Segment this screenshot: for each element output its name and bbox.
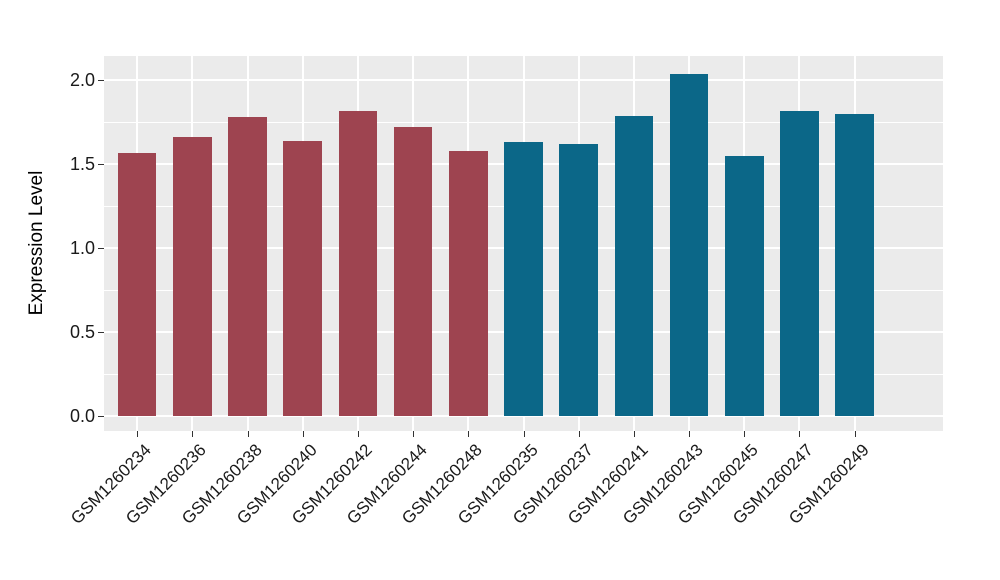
y-axis-tick	[98, 416, 104, 418]
bar-gsm1260236	[172, 137, 212, 417]
y-axis-tick	[98, 248, 104, 250]
bar-gsm1260240	[283, 140, 323, 417]
bar-gsm1260248	[448, 150, 488, 417]
x-axis-tick	[302, 431, 304, 437]
x-axis-tick	[799, 431, 801, 437]
bar-gsm1260242	[338, 110, 378, 417]
x-axis-tick	[468, 431, 470, 437]
y-tick-label: 2.0	[69, 70, 95, 91]
x-axis-tick	[413, 431, 415, 437]
bar-gsm1260245	[724, 155, 764, 417]
y-axis-tick	[98, 80, 104, 82]
y-tick-label: 0.5	[69, 322, 95, 343]
y-tick-label: 1.5	[69, 154, 95, 175]
x-axis-tick	[523, 431, 525, 437]
y-axis-tick	[98, 332, 104, 334]
x-axis-tick	[744, 431, 746, 437]
y-tick-label: 1.0	[69, 238, 95, 259]
y-axis-tick	[98, 164, 104, 166]
x-axis-tick	[137, 431, 139, 437]
bar-gsm1260244	[393, 127, 433, 417]
x-axis-tick	[578, 431, 580, 437]
x-axis-tick	[854, 431, 856, 437]
plot-panel	[104, 56, 943, 431]
bar-gsm1260241	[614, 115, 654, 417]
x-axis-tick	[192, 431, 194, 437]
bar-gsm1260243	[669, 73, 709, 417]
bar-gsm1260249	[835, 113, 874, 417]
bar-gsm1260247	[780, 110, 819, 417]
bar-gsm1260238	[228, 117, 267, 417]
bar-gsm1260234	[117, 152, 157, 417]
x-axis-tick	[247, 431, 249, 437]
y-tick-label: 0.0	[69, 406, 95, 427]
x-axis-tick	[357, 431, 359, 437]
bar-gsm1260235	[504, 142, 543, 417]
x-axis-tick	[633, 431, 635, 437]
bar-gsm1260237	[559, 144, 598, 417]
x-axis-tick	[689, 431, 691, 437]
